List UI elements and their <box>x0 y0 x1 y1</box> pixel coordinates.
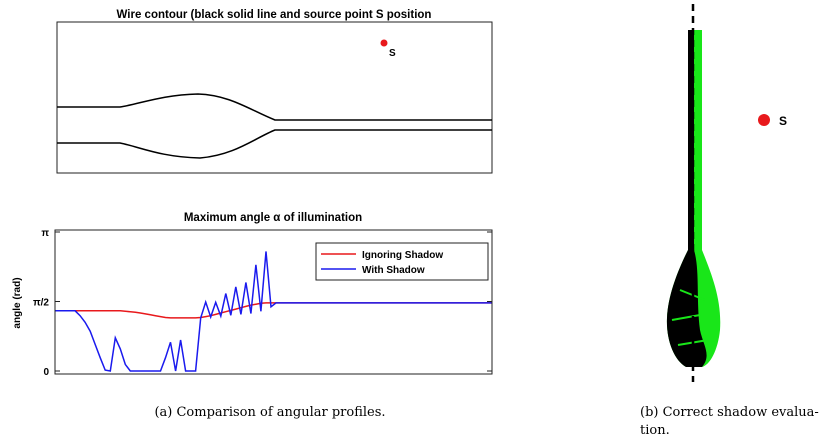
render-source-label: S <box>779 114 787 128</box>
y-tick-label: π/2 <box>33 298 49 309</box>
wire-render <box>666 4 721 382</box>
contour-title: Wire contour (black solid line and sourc… <box>117 9 432 21</box>
series-line <box>55 251 492 372</box>
caption-a: (a) Comparison of angular profiles. <box>154 405 385 420</box>
legend-label: Ignoring Shadow <box>362 250 443 261</box>
caption-b: (b) Correct shadow evalua- <box>640 405 819 420</box>
y-tick-label: π <box>41 228 49 239</box>
source-point <box>380 39 388 47</box>
chart-title: Maximum angle α of illumination <box>184 212 362 224</box>
chart-area: 0 π/2 π Ignoring Shadow With Shadow <box>33 228 492 378</box>
legend-label: With Shadow <box>362 265 425 276</box>
y-tick-label: 0 <box>43 367 49 378</box>
wire-upper-contour <box>57 93 492 121</box>
caption-b: tion. <box>640 423 670 438</box>
legend-box <box>315 242 489 281</box>
chart-axes <box>54 229 493 375</box>
y-axis-label: angle (rad) <box>12 277 23 328</box>
wire-lower-contour <box>57 129 492 159</box>
contour-axes <box>56 21 493 174</box>
render-source-point <box>758 114 770 126</box>
source-label: S <box>389 48 396 59</box>
